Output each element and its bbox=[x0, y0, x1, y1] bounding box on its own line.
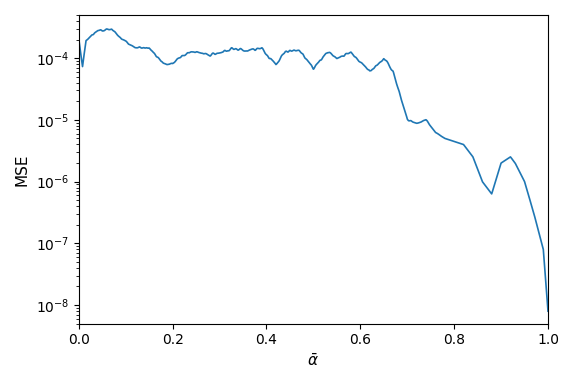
X-axis label: $\bar{\alpha}$: $\bar{\alpha}$ bbox=[308, 353, 319, 369]
Y-axis label: MSE: MSE bbox=[15, 153, 30, 185]
